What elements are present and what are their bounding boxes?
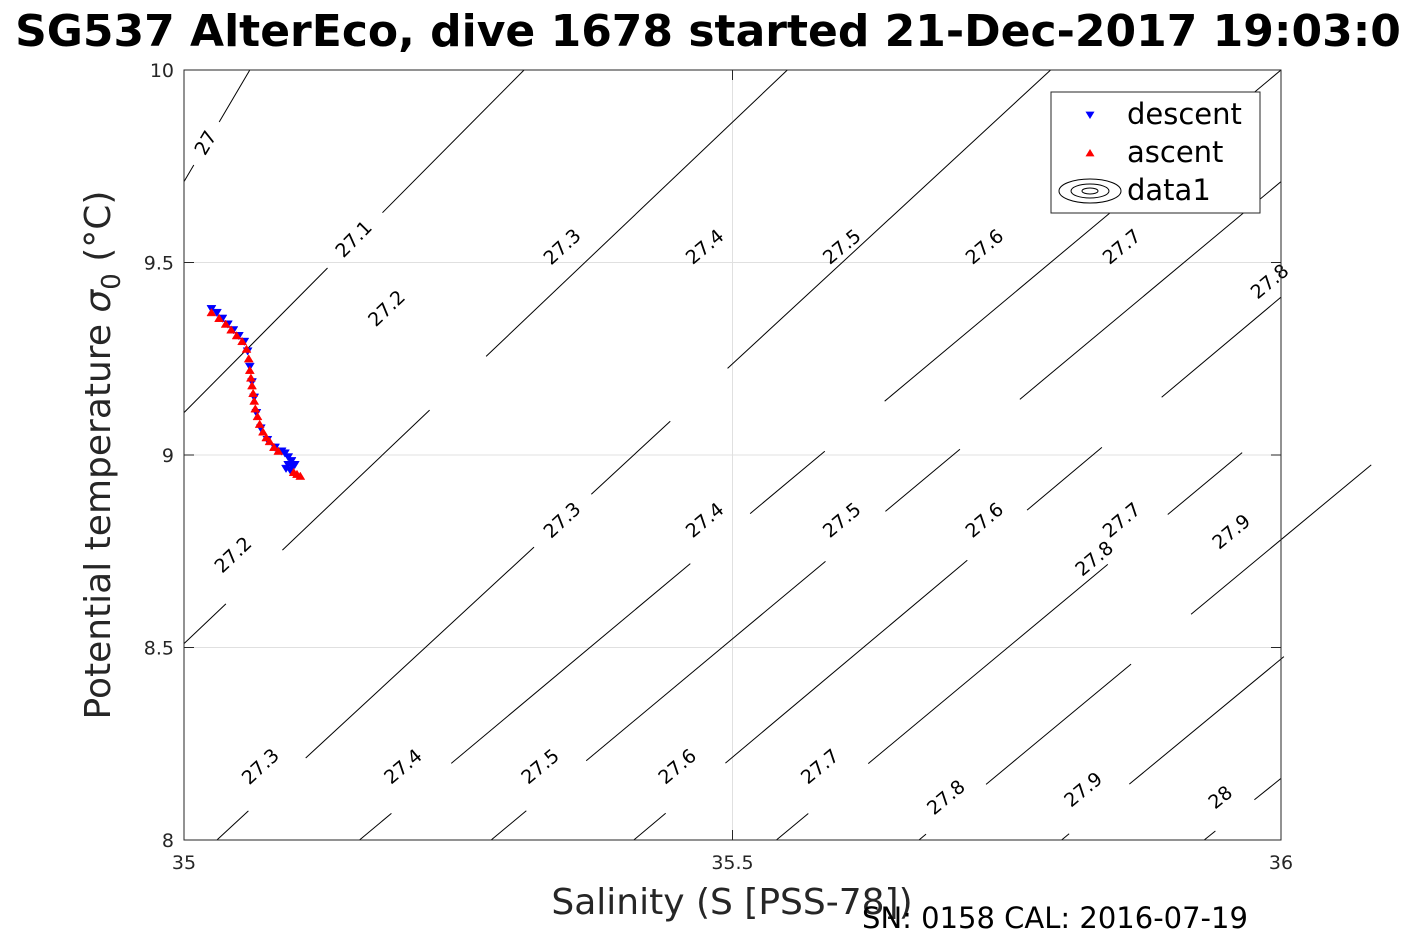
ascent-point bbox=[252, 411, 263, 421]
ascent-point bbox=[220, 319, 231, 328]
contour-line-27-5 bbox=[585, 560, 826, 762]
ascent-point bbox=[295, 471, 306, 480]
legend-label-ascent: ascent bbox=[1127, 135, 1223, 169]
ascent-point bbox=[269, 442, 279, 451]
y-axis-label: Potential temperature σ0 (°C) bbox=[78, 191, 127, 720]
contour-line-27-5 bbox=[1019, 181, 1282, 400]
contour-line-27-2 bbox=[485, 69, 788, 357]
contour-line-27-7 bbox=[776, 813, 809, 841]
x-tick-label: 35 bbox=[172, 852, 196, 874]
legend-marker-contours bbox=[1070, 183, 1110, 199]
ascent-point bbox=[264, 436, 275, 446]
legend-label-descent: descent bbox=[1127, 97, 1242, 131]
calibration-footer: SN: 0158 CAL: 2016-07-19 bbox=[862, 901, 1248, 935]
contour-line-27-3 bbox=[216, 810, 249, 841]
legend-marker-ascent bbox=[1085, 148, 1095, 157]
ascent-point bbox=[248, 388, 259, 398]
svg-text:Potential temperature σ0 (°C): Potential temperature σ0 (°C) bbox=[78, 191, 127, 720]
contour-line-27-6 bbox=[1026, 446, 1103, 511]
y-axis-label-symbol: σ bbox=[78, 289, 119, 313]
y-axis-label-subscript: 0 bbox=[97, 273, 127, 290]
contour-line-27-2 bbox=[282, 409, 430, 551]
ascent-point bbox=[237, 336, 248, 346]
x-tick-label: 36 bbox=[1269, 852, 1293, 874]
ascent-point bbox=[254, 419, 265, 428]
y-tick-label: 9.5 bbox=[144, 253, 174, 275]
contour-line-27-9 bbox=[1061, 833, 1070, 841]
legend: descent ascent data1 bbox=[1050, 91, 1261, 214]
ascent-point bbox=[244, 365, 255, 374]
data-series bbox=[206, 305, 306, 480]
contour-line-27 bbox=[218, 69, 251, 123]
ascent-point bbox=[206, 308, 217, 317]
y-tick-label: 8 bbox=[162, 830, 174, 852]
contour-line-27-3 bbox=[727, 69, 1051, 369]
grid bbox=[184, 70, 1281, 840]
contour-line-27-5 bbox=[490, 810, 527, 841]
ascent-point bbox=[226, 325, 237, 334]
y-tick-label: 8.5 bbox=[144, 638, 174, 660]
chart-title: SG537 AlterEco, dive 1678 started 21-Dec… bbox=[15, 6, 1401, 57]
contour-line-27-7 bbox=[1167, 452, 1243, 515]
contour-line-27-4 bbox=[749, 450, 826, 514]
contour-line-27-3 bbox=[305, 546, 535, 759]
ascent-point bbox=[249, 396, 260, 405]
ascent-point bbox=[258, 427, 268, 436]
legend-marker-contours bbox=[1058, 178, 1122, 204]
contour-line-27-2 bbox=[183, 603, 227, 645]
contour-line-27-6 bbox=[633, 812, 666, 841]
contour-line-27-6 bbox=[725, 559, 968, 764]
x-axis-label: Salinity (S [PSS-78]) bbox=[551, 882, 912, 923]
ascent-point bbox=[241, 344, 252, 353]
contour-line-27-5 bbox=[885, 448, 961, 512]
contour-line-27-7 bbox=[867, 564, 1109, 764]
ascent-point bbox=[243, 354, 254, 363]
axis-ticks: 35 35.5 36 8 8.5 9 9.5 10 bbox=[144, 60, 1293, 874]
contour-line-27-4 bbox=[450, 563, 691, 764]
y-axis-label-main: Potential temperature bbox=[78, 324, 119, 719]
contour-line-27-4 bbox=[359, 812, 392, 841]
ascent-point bbox=[273, 446, 284, 455]
ascent-point bbox=[231, 331, 242, 340]
legend-label-contours: data1 bbox=[1127, 173, 1211, 207]
contour-line-27-1 bbox=[382, 69, 525, 214]
contour-line-27-6 bbox=[1161, 296, 1282, 398]
contour-line-27-8 bbox=[918, 833, 927, 841]
contour-line-27-3 bbox=[590, 420, 671, 495]
y-tick-label: 10 bbox=[150, 60, 174, 82]
ascent-point bbox=[214, 313, 225, 322]
y-axis-label-unit: (°C) bbox=[78, 191, 119, 262]
contour-line-27 bbox=[183, 164, 195, 182]
contour-line-27-1 bbox=[183, 267, 328, 414]
legend-marker-contours bbox=[1081, 187, 1099, 195]
ascent-point bbox=[247, 381, 257, 390]
ascent-point bbox=[250, 404, 261, 413]
contour-line-27-9 bbox=[1128, 656, 1285, 785]
contour-line-27-8 bbox=[985, 663, 1132, 785]
contour-line-28 bbox=[1203, 830, 1216, 841]
ascent-point bbox=[245, 373, 256, 382]
descent-point bbox=[289, 461, 300, 470]
descent-point bbox=[211, 308, 222, 318]
y-tick-label: 9 bbox=[162, 445, 174, 467]
x-tick-label: 35.5 bbox=[711, 852, 753, 874]
contour-line-28 bbox=[1254, 778, 1282, 801]
legend-marker-descent bbox=[1085, 111, 1095, 120]
